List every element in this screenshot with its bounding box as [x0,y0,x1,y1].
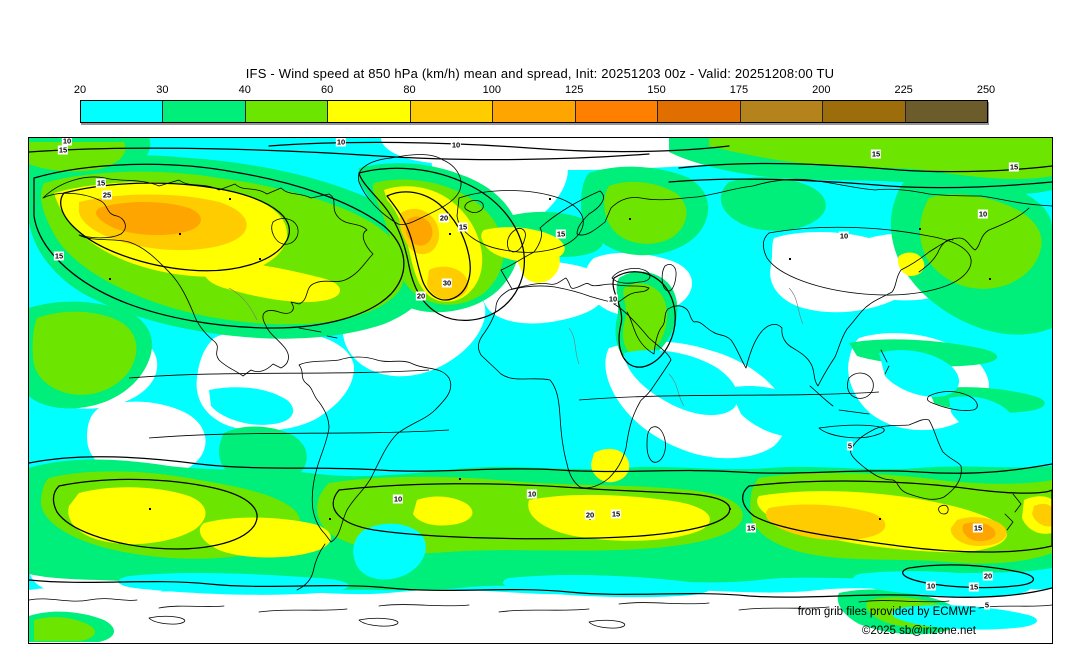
contour-label: 20 [438,213,450,223]
colorbar-segment [81,101,164,122]
colorbar-tick-label: 150 [647,84,666,96]
wind-speed-field [29,138,1052,643]
contour-label: 15 [610,509,622,519]
contour-label: 10 [450,140,462,150]
contour-label: 15 [457,222,469,232]
colorbar-segment [163,101,246,122]
colorbar-segment [328,101,411,122]
contour-label: 20 [584,510,596,520]
world-map: from grib files provided by ECMWF ©2025 … [28,137,1053,644]
colorbar-segment [245,101,329,122]
colorbar-tick-label: 125 [564,84,584,96]
attribution-source: from grib files provided by ECMWF [797,606,976,618]
contour-label: 10 [977,209,989,219]
contour-label: 15 [555,229,567,239]
colorbar-segment [658,101,741,122]
cyan-streaks [118,350,1037,630]
contour-label: 15 [870,149,882,159]
colorbar [80,100,988,123]
contour-label: 30 [441,278,453,288]
contour-label: 15 [745,523,757,533]
colorbar-tick-label: 80 [403,84,416,96]
contour-label: 15 [968,582,980,592]
colorbar-tick-label: 40 [238,84,251,96]
contour-label: 15 [972,523,984,533]
contour-label: 15 [57,145,69,155]
colorbar-tick-label: 250 [976,84,996,96]
colorbar-segment [410,101,494,122]
colorbar-segment [740,101,824,122]
colorbar-tick-label: 30 [156,84,169,96]
colorbar-segment [905,101,987,122]
colorbar-segment [823,101,906,122]
contour-label: 15 [1008,162,1020,172]
colorbar-segment [493,101,576,122]
contour-label: 5 [846,441,854,451]
colorbar-tick-label: 100 [482,84,501,96]
colorbar-tick-label: 175 [729,84,749,96]
contour-label: 10 [335,137,347,147]
contour-label: 20 [982,571,994,581]
colorbar-tick-labels: 20 30 40 60 80 100 125 150 175 200 225 250 [74,84,995,97]
contour-label: 15 [53,251,65,261]
contour-label: 20 [415,291,427,301]
colorbar-tick-label: 20 [73,84,87,96]
colorbar-tick-label: 225 [894,84,913,96]
colorbar-tick-label: 200 [812,84,831,96]
colorbar-tick-label: 60 [320,84,334,96]
contour-label: 15 [95,178,107,188]
colorbar-segment [575,101,659,122]
contour-label: 10 [607,294,619,304]
attribution-copyright: ©2025 sb@irizone.net [861,625,976,637]
contour-label: 25 [101,190,113,200]
coastlines [29,154,1052,629]
contour-label: 10 [526,489,538,499]
contour-label: 10 [61,137,73,146]
contour-label: 10 [392,494,404,504]
contour-label: 5 [983,600,991,610]
contour-label: 10 [838,231,850,241]
page-title: IFS - Wind speed at 850 hPa (km/h) mean … [245,66,835,81]
contour-label: 10 [925,581,937,591]
